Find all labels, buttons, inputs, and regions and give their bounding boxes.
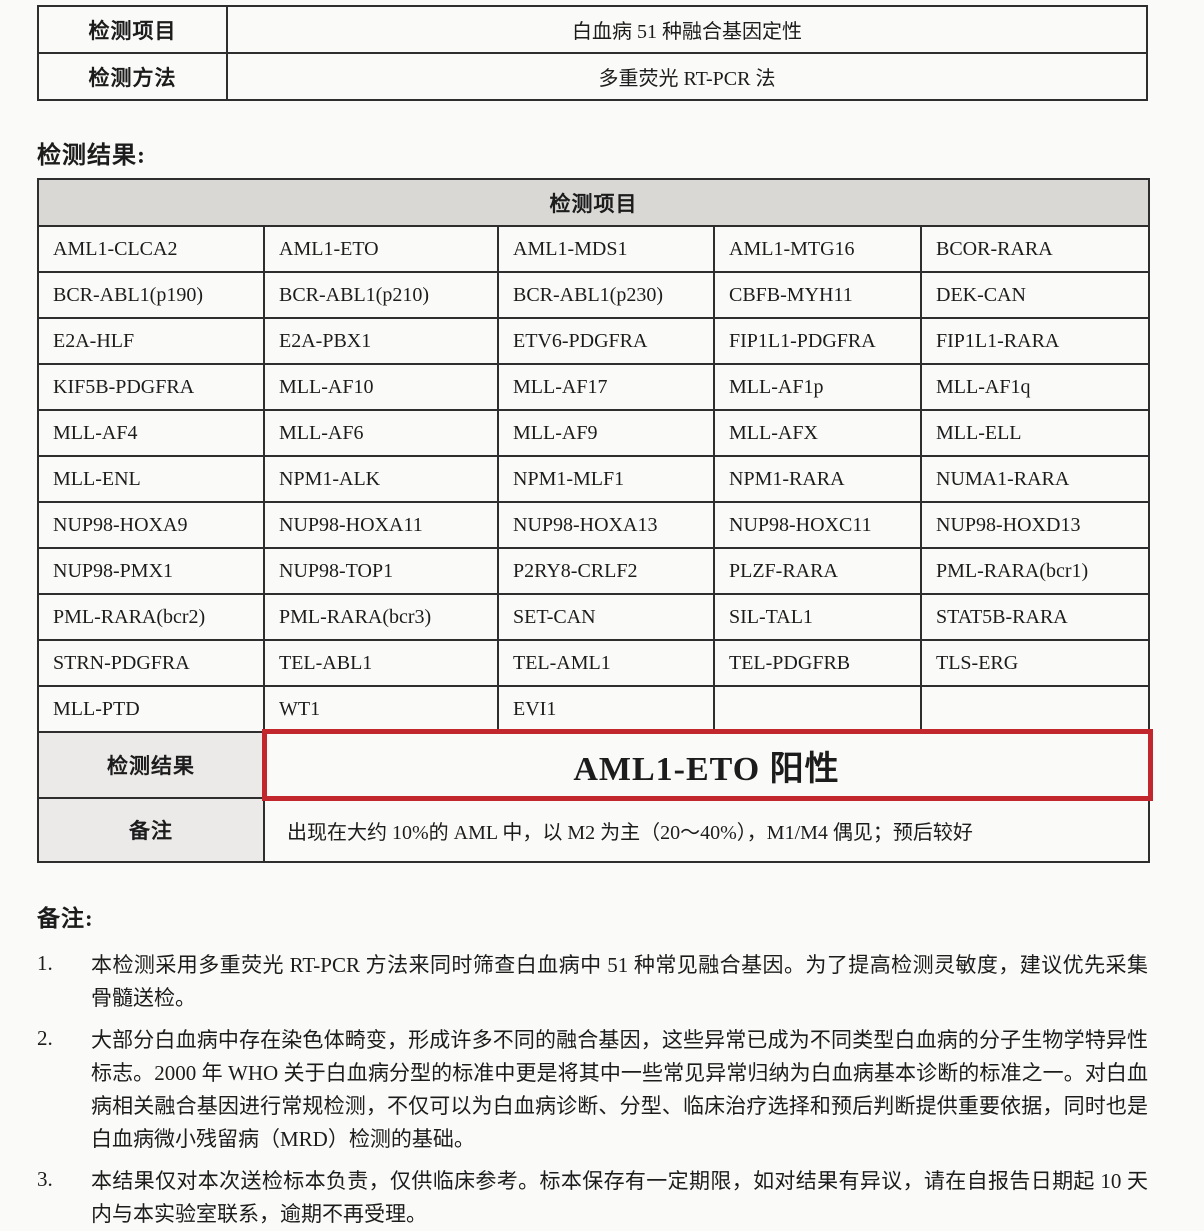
gene-cell: STRN-PDGFRA	[37, 639, 265, 687]
gene-cell: MLL-ELL	[920, 409, 1150, 457]
gene-cell: EVI1	[497, 685, 715, 733]
result-value-cell: AML1-ETO 阳性	[262, 729, 1153, 801]
info-value-test-method: 多重荧光 RT-PCR 法	[226, 52, 1148, 101]
gene-cell: WT1	[263, 685, 499, 733]
notes-section: 备注: 1. 本检测采用多重荧光 RT-PCR 方法来同时筛查白血病中 51 种常…	[37, 899, 1148, 1231]
gene-cell: NPM1-RARA	[713, 455, 922, 503]
gene-cell: AML1-ETO	[263, 225, 499, 273]
gene-cell: MLL-AF1p	[713, 363, 922, 411]
gene-cell: NUP98-HOXD13	[920, 501, 1150, 549]
result-label: 检测结果	[37, 731, 265, 799]
gene-cell: PML-RARA(bcr2)	[37, 593, 265, 641]
gene-cell: KIF5B-PDGFRA	[37, 363, 265, 411]
gene-cell: P2RY8-CRLF2	[497, 547, 715, 595]
gene-cell: TEL-AML1	[497, 639, 715, 687]
result-value: AML1-ETO 阳性	[573, 750, 840, 788]
gene-cell: NPM1-ALK	[263, 455, 499, 503]
gene-cell: NUP98-PMX1	[37, 547, 265, 595]
gene-cell: BCR-ABL1(p190)	[37, 271, 265, 319]
note-text: 本检测采用多重荧光 RT-PCR 方法来同时筛查白血病中 51 种常见融合基因。…	[91, 953, 1148, 1010]
gene-cell: AML1-CLCA2	[37, 225, 265, 273]
gene-cell: TEL-PDGFRB	[713, 639, 922, 687]
gene-cell: ETV6-PDGFRA	[497, 317, 715, 365]
gene-cell: DEK-CAN	[920, 271, 1150, 319]
gene-row: E2A-HLF E2A-PBX1 ETV6-PDGFRA FIP1L1-PDGFRA F…	[37, 317, 1150, 365]
gene-cell: MLL-AF17	[497, 363, 715, 411]
gene-cell: PML-RARA(bcr3)	[263, 593, 499, 641]
table-remark-row: 备注 出现在大约 10%的 AML 中，以 M2 为主（20～40%），M1/M…	[37, 797, 1150, 863]
gene-cell: FIP1L1-PDGFRA	[713, 317, 922, 365]
note-number: 1.	[37, 951, 53, 975]
gene-cell: AML1-MDS1	[497, 225, 715, 273]
info-label-test-method: 检测方法	[37, 52, 228, 101]
gene-row: NUP98-HOXA9 NUP98-HOXA11 NUP98-HOXA13 NUP98…	[37, 501, 1150, 549]
gene-row: PML-RARA(bcr2) PML-RARA(bcr3) SET-CAN SIL-T…	[37, 593, 1150, 641]
results-section-heading: 检测结果:	[37, 143, 146, 169]
gene-cell	[713, 685, 922, 733]
gene-cell: NUP98-TOP1	[263, 547, 499, 595]
gene-cell: FIP1L1-RARA	[920, 317, 1150, 365]
note-item: 2. 大部分白血病中存在染色体畸变，形成许多不同的融合基因，这些异常已成为不同类型…	[37, 1024, 1148, 1156]
gene-row: STRN-PDGFRA TEL-ABL1 TEL-AML1 TEL-PDGFRB TLS…	[37, 639, 1150, 687]
gene-cell: MLL-ENL	[37, 455, 265, 503]
gene-cell: MLL-AF4	[37, 409, 265, 457]
gene-cell: AML1-MTG16	[713, 225, 922, 273]
test-info-table: 检测项目 白血病 51 种融合基因定性 检测方法 多重荧光 RT-PCR 法	[37, 5, 1148, 101]
gene-row: KIF5B-PDGFRA MLL-AF10 MLL-AF17 MLL-AF1p MLL-…	[37, 363, 1150, 411]
gene-cell	[920, 685, 1150, 733]
gene-cell: CBFB-MYH11	[713, 271, 922, 319]
gene-row: AML1-CLCA2 AML1-ETO AML1-MDS1 AML1-MTG16 BCO…	[37, 225, 1150, 273]
results-table-header: 检测项目	[37, 178, 1150, 227]
gene-cell: NUP98-HOXA9	[37, 501, 265, 549]
results-table-header-row: 检测项目	[37, 178, 1150, 227]
gene-row: MLL-PTD WT1 EVI1	[37, 685, 1150, 733]
gene-cell: TLS-ERG	[920, 639, 1150, 687]
note-number: 2.	[37, 1026, 53, 1050]
gene-cell: MLL-AF6	[263, 409, 499, 457]
gene-cell: NPM1-MLF1	[497, 455, 715, 503]
gene-cell: TEL-ABL1	[263, 639, 499, 687]
notes-list: 1. 本检测采用多重荧光 RT-PCR 方法来同时筛查白血病中 51 种常见融合基…	[37, 949, 1148, 1231]
gene-row: MLL-AF4 MLL-AF6 MLL-AF9 MLL-AFX MLL-ELL	[37, 409, 1150, 457]
results-table: 检测项目 AML1-CLCA2 AML1-ETO AML1-MDS1 AML1-MTG…	[37, 178, 1153, 863]
result-row: 检测结果 AML1-ETO 阳性	[37, 729, 1153, 801]
gene-cell: MLL-PTD	[37, 685, 265, 733]
gene-row: MLL-ENL NPM1-ALK NPM1-MLF1 NPM1-RARA NUMA1-R…	[37, 455, 1150, 503]
gene-row: NUP98-PMX1 NUP98-TOP1 P2RY8-CRLF2 PLZF-RARA…	[37, 547, 1150, 595]
gene-cell: SET-CAN	[497, 593, 715, 641]
gene-cell: E2A-HLF	[37, 317, 265, 365]
gene-cell: STAT5B-RARA	[920, 593, 1150, 641]
gene-cell: NUP98-HOXC11	[713, 501, 922, 549]
note-item: 3. 本结果仅对本次送检标本负责，仅供临床参考。标本保存有一定期限，如对结果有异议…	[37, 1165, 1148, 1231]
gene-row: BCR-ABL1(p190) BCR-ABL1(p210) BCR-ABL1(p23…	[37, 271, 1150, 319]
gene-cell: E2A-PBX1	[263, 317, 499, 365]
gene-cell: MLL-AF1q	[920, 363, 1150, 411]
gene-cell: NUP98-HOXA11	[263, 501, 499, 549]
info-row-test-item: 检测项目 白血病 51 种融合基因定性	[37, 5, 1148, 54]
gene-cell: MLL-AF10	[263, 363, 499, 411]
gene-cell: PML-RARA(bcr1)	[920, 547, 1150, 595]
gene-cell: SIL-TAL1	[713, 593, 922, 641]
gene-cell: BCOR-RARA	[920, 225, 1150, 273]
table-remark-label: 备注	[37, 797, 265, 863]
info-value-test-item: 白血病 51 种融合基因定性	[226, 5, 1148, 54]
note-text: 大部分白血病中存在染色体畸变，形成许多不同的融合基因，这些异常已成为不同类型白血…	[91, 1028, 1148, 1151]
note-text: 本结果仅对本次送检标本负责，仅供临床参考。标本保存有一定期限，如对结果有异议，请…	[91, 1169, 1148, 1226]
info-label-test-item: 检测项目	[37, 5, 228, 54]
gene-cell: BCR-ABL1(p230)	[497, 271, 715, 319]
gene-cell: MLL-AFX	[713, 409, 922, 457]
table-remark-value: 出现在大约 10%的 AML 中，以 M2 为主（20～40%），M1/M4 偶…	[263, 797, 1150, 863]
note-item: 1. 本检测采用多重荧光 RT-PCR 方法来同时筛查白血病中 51 种常见融合基…	[37, 949, 1148, 1015]
gene-cell: PLZF-RARA	[713, 547, 922, 595]
note-number: 3.	[37, 1167, 53, 1191]
gene-cell: MLL-AF9	[497, 409, 715, 457]
notes-heading: 备注:	[37, 906, 94, 931]
gene-cell: NUP98-HOXA13	[497, 501, 715, 549]
info-row-test-method: 检测方法 多重荧光 RT-PCR 法	[37, 52, 1148, 101]
gene-grid-body: AML1-CLCA2 AML1-ETO AML1-MDS1 AML1-MTG16 BCO…	[37, 225, 1150, 733]
gene-cell: BCR-ABL1(p210)	[263, 271, 499, 319]
gene-cell: NUMA1-RARA	[920, 455, 1150, 503]
